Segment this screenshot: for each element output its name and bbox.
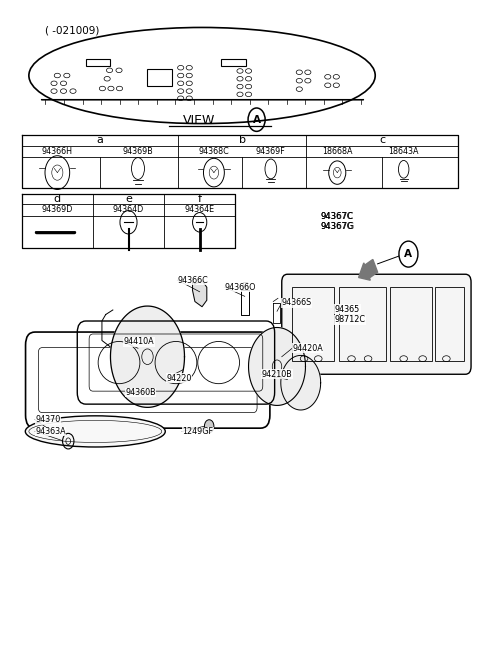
Text: a: a (96, 136, 104, 145)
Text: f: f (198, 195, 202, 204)
Text: A: A (252, 115, 261, 124)
Text: 94367G: 94367G (321, 222, 355, 231)
Text: 94210B: 94210B (261, 370, 292, 379)
Text: 94363A: 94363A (35, 427, 66, 436)
Ellipse shape (25, 416, 165, 447)
Text: 94366H: 94366H (42, 147, 73, 156)
Text: 98712C: 98712C (335, 315, 366, 324)
Text: 94368C: 94368C (199, 147, 229, 156)
Text: 94366O: 94366O (225, 283, 256, 291)
Text: 94369F: 94369F (256, 147, 286, 156)
Text: d: d (54, 195, 61, 204)
Circle shape (204, 420, 214, 433)
Text: 94220: 94220 (167, 373, 192, 383)
Text: 1249GF: 1249GF (182, 427, 213, 436)
Text: c: c (379, 136, 385, 145)
Text: b: b (239, 136, 246, 145)
Text: e: e (125, 195, 132, 204)
Text: 18668A: 18668A (322, 147, 352, 156)
Text: ( -021009): ( -021009) (46, 26, 100, 35)
Text: 94367G: 94367G (321, 221, 354, 231)
Polygon shape (249, 328, 305, 405)
Text: 18643A: 18643A (388, 147, 419, 156)
Text: 94369D: 94369D (42, 206, 73, 214)
Polygon shape (192, 281, 207, 307)
Polygon shape (281, 356, 321, 410)
Polygon shape (110, 306, 184, 407)
FancyArrow shape (359, 259, 378, 280)
Text: 94366S: 94366S (282, 298, 312, 307)
Text: A: A (405, 249, 412, 259)
Text: 94365: 94365 (335, 305, 360, 314)
Text: 94360B: 94360B (125, 388, 156, 397)
Text: 94364D: 94364D (113, 206, 144, 214)
Text: 98712C: 98712C (335, 315, 366, 324)
Text: VIEW: VIEW (183, 115, 216, 128)
Text: 94366C: 94366C (178, 276, 208, 284)
Text: 94364E: 94364E (185, 206, 215, 214)
Text: 94420A: 94420A (292, 344, 323, 353)
FancyBboxPatch shape (282, 274, 471, 374)
Text: 94367C: 94367C (321, 212, 353, 221)
Text: 94369B: 94369B (122, 147, 154, 156)
Text: 94367C: 94367C (321, 212, 354, 221)
Text: 94410A: 94410A (124, 337, 155, 346)
Text: 94365: 94365 (335, 305, 360, 314)
Text: 94370: 94370 (35, 415, 60, 424)
